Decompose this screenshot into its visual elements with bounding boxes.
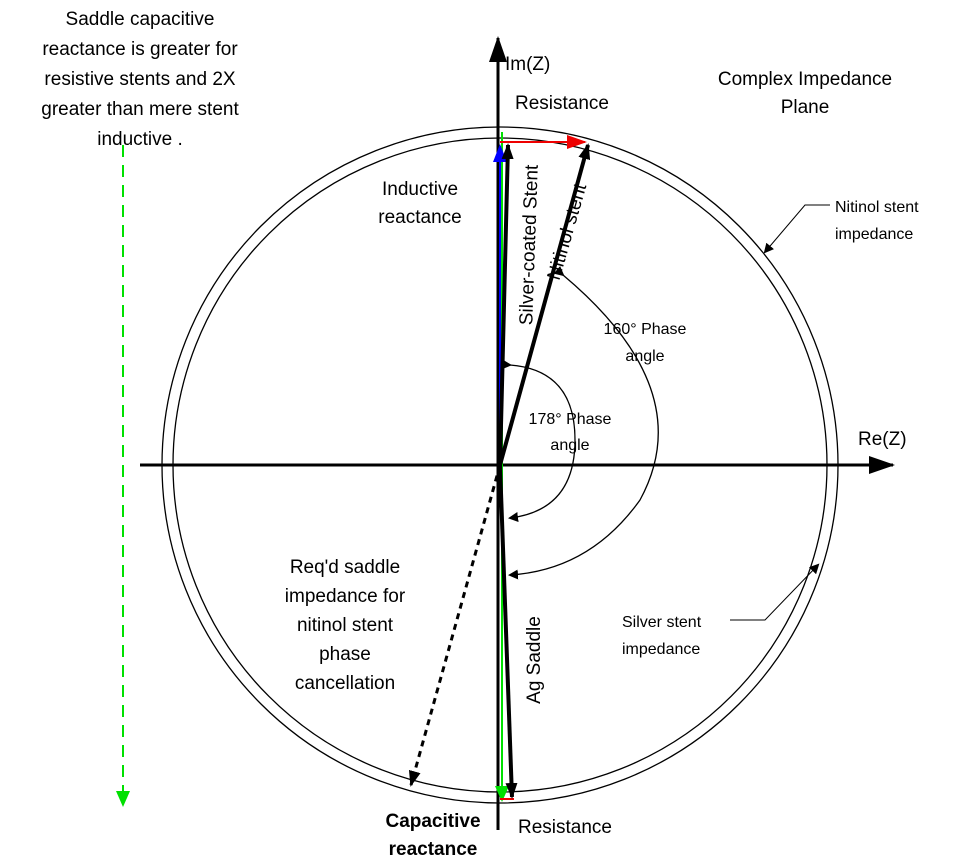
note: resistive stents and 2X [44,69,235,90]
note: inductive . [97,129,183,150]
title: Plane [781,97,830,118]
phase-label: angle [550,437,589,454]
resistance-label: Resistance [515,93,609,114]
resistance-label: Resistance [518,817,612,838]
leader-label: impedance [835,226,913,243]
phase-label: angle [625,348,664,365]
note: Saddle capacitive [66,9,215,30]
required-label: impedance for [285,586,406,607]
note: reactance is greater for [42,39,238,60]
required-arrow [408,464,502,787]
phase-arc-178 [501,359,576,522]
vector-label: Ag Saddle [524,616,545,704]
vector-label: Silver-coated Stent [516,164,543,326]
inductive-label: Inductive [382,179,458,200]
leader-nitinol [763,204,830,254]
required-label: cancellation [295,673,395,694]
required-label: Req'd saddle [290,557,400,578]
leader-label: impedance [622,641,700,658]
shapes [116,36,895,830]
axis-label: Re(Z) [858,429,907,450]
leader-label: Silver stent [622,614,702,631]
inductive-label: reactance [378,207,461,228]
capacitive-label: Capacitive [385,811,480,832]
note: greater than mere stent [41,99,239,120]
vector-label: Nitinol stent [544,181,592,283]
phase-label: 178° Phase [529,411,612,428]
title: Complex Impedance [718,69,892,90]
silver-arrow [498,143,514,466]
capacitive-label: reactance [389,839,478,860]
phase-label: 160° Phase [604,321,687,338]
leader-label: Nitinol stent [835,199,919,216]
phase-arc-160 [508,266,659,580]
required-label: nitinol stent [297,615,394,636]
required-label: phase [319,644,371,665]
axis-label: Im(Z) [505,54,550,75]
leader-silver [730,563,820,621]
